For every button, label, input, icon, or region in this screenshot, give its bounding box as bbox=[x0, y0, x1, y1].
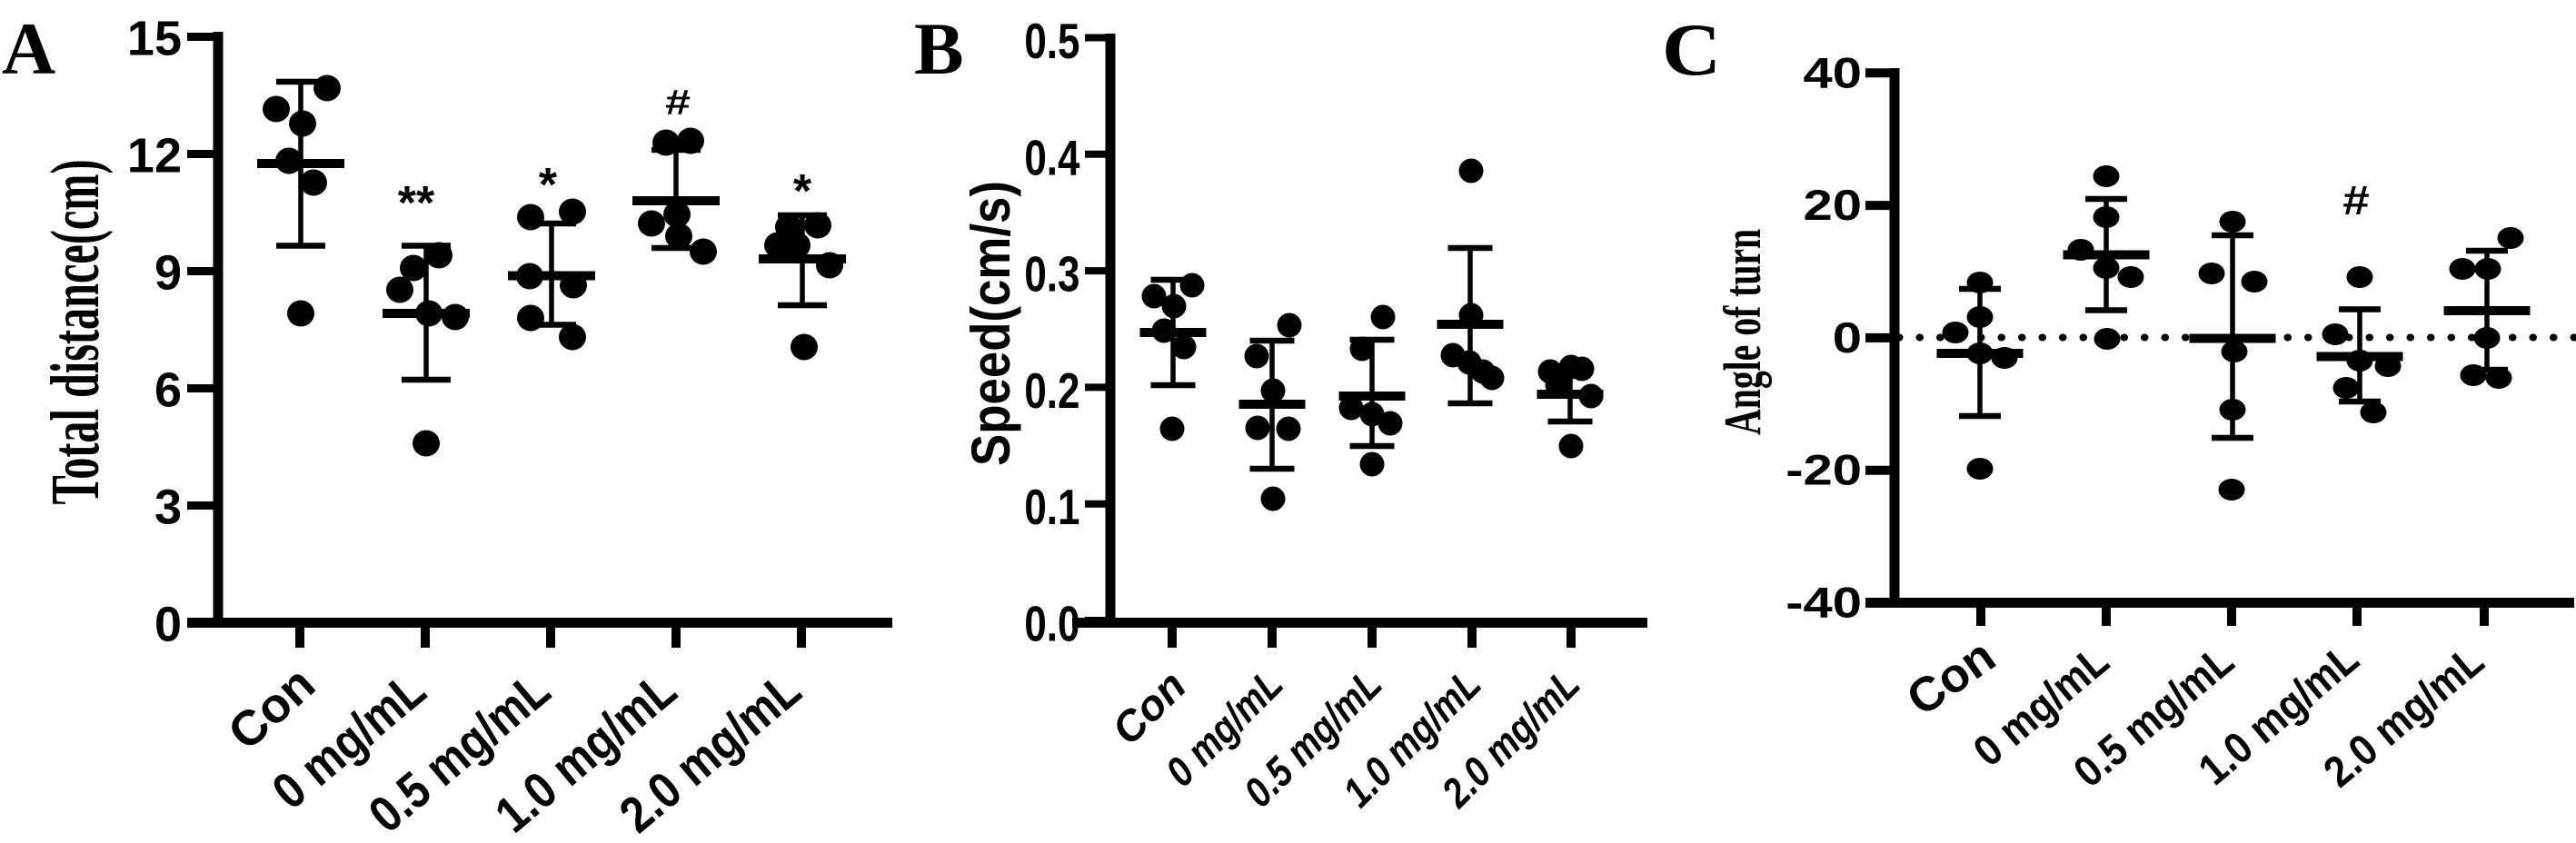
svg-text:-40: -40 bbox=[1785, 580, 1862, 628]
svg-text:*: * bbox=[539, 159, 558, 212]
svg-text:0.1: 0.1 bbox=[1024, 480, 1079, 536]
svg-text:6: 6 bbox=[154, 363, 182, 418]
svg-text:0.3: 0.3 bbox=[1024, 246, 1079, 302]
svg-text:9: 9 bbox=[154, 246, 182, 301]
svg-text:B: B bbox=[914, 7, 964, 90]
svg-text:15: 15 bbox=[127, 12, 182, 66]
svg-text:12: 12 bbox=[127, 129, 182, 183]
svg-text:0.4: 0.4 bbox=[1024, 130, 1079, 186]
svg-text:0: 0 bbox=[154, 598, 182, 652]
svg-text:#: # bbox=[665, 82, 691, 122]
svg-text:*: * bbox=[793, 165, 812, 218]
svg-text:0.5: 0.5 bbox=[1024, 13, 1079, 69]
svg-text:0: 0 bbox=[1833, 314, 1862, 362]
svg-text:3: 3 bbox=[154, 481, 182, 535]
svg-text:**: ** bbox=[398, 177, 435, 230]
svg-text:20: 20 bbox=[1803, 182, 1862, 230]
svg-text:Angle of turn: Angle of turn bbox=[1714, 229, 1772, 435]
svg-text:-20: -20 bbox=[1785, 447, 1862, 495]
svg-text:0.2: 0.2 bbox=[1024, 362, 1079, 419]
svg-text:0.0: 0.0 bbox=[1024, 596, 1079, 652]
svg-text:Speed(cm/s): Speed(cm/s) bbox=[960, 181, 1021, 466]
svg-text:A: A bbox=[2, 7, 55, 90]
svg-text:#: # bbox=[2342, 177, 2369, 223]
svg-text:40: 40 bbox=[1803, 49, 1862, 97]
svg-text:Total distance(cm): Total distance(cm) bbox=[36, 159, 114, 504]
svg-text:C: C bbox=[1662, 8, 1721, 91]
